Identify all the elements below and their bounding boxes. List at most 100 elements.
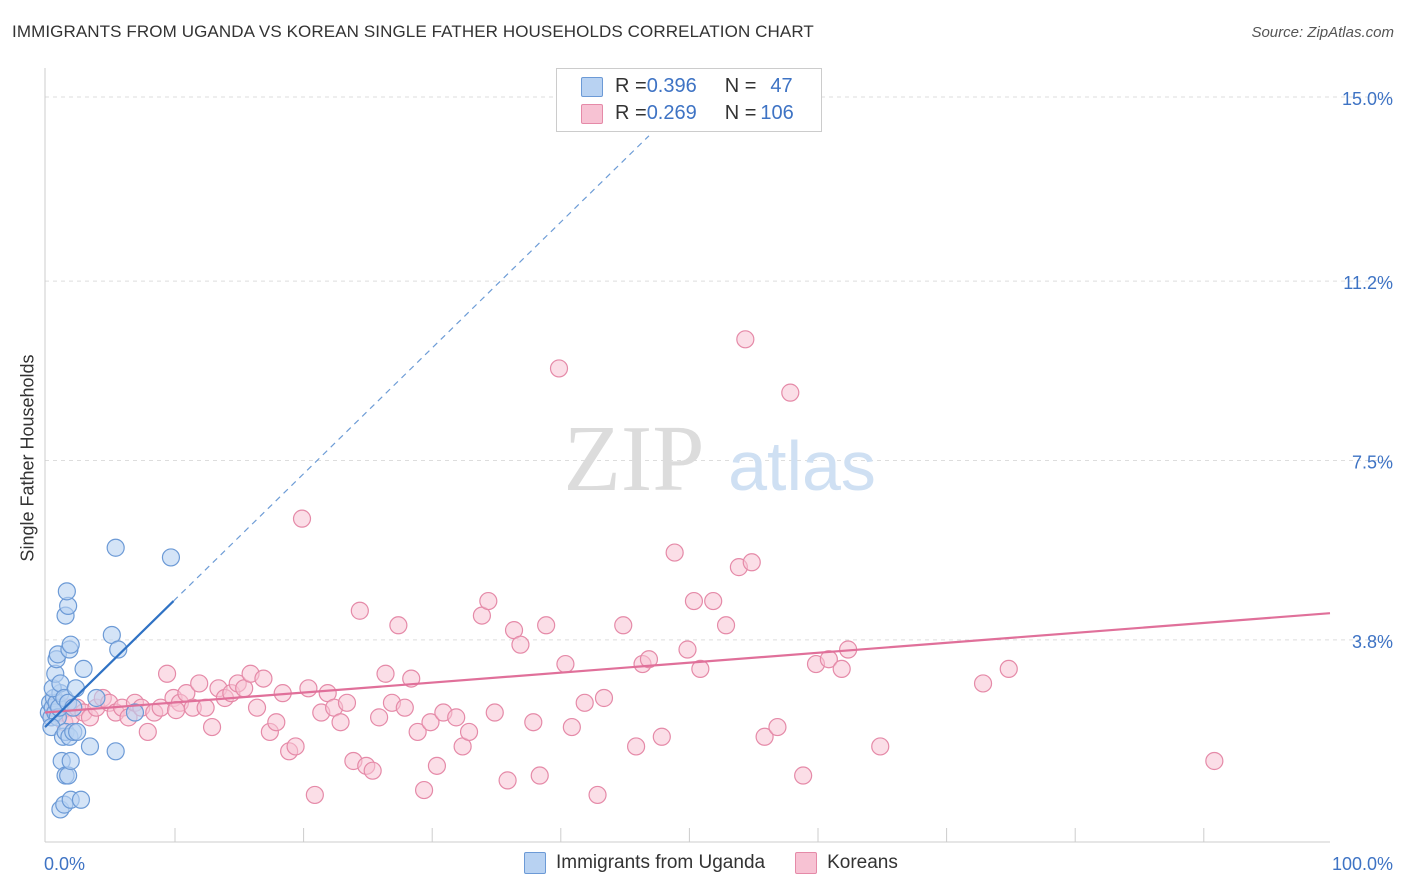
korean-point [819,650,838,669]
legend-n-value: 47 [770,75,793,97]
legend-r-label: R = [615,75,647,97]
korean-point [292,509,312,528]
korean-point [337,693,357,712]
legend-n-label: N = [724,102,757,124]
y-tick-label: 7.5% [1352,453,1393,473]
uganda-point [106,742,125,761]
korean-point [871,737,890,756]
legend-r-value: 0.396 [646,75,697,97]
korean-point [973,674,993,693]
korean-point [562,717,581,737]
korean-point [459,722,479,742]
korean-point [157,664,177,683]
uganda-trend-extension [173,135,650,602]
uganda-point [68,722,87,742]
tick-labels: 3.8% 7.5% 11.2% 15.0% 0.0% 100.0% [44,89,1393,874]
korean-point [389,616,408,635]
legend-r-value: 0.269 [646,102,697,124]
korean-point [832,659,851,679]
x-tick-label-min: 0.0% [44,854,85,874]
korean-point [299,679,318,698]
korean-point [414,780,434,800]
korean-point [1205,751,1224,771]
korean-point [190,674,209,693]
korean-point [530,766,549,785]
uganda-point [106,538,125,557]
korean-point [691,659,710,679]
korean-point [196,698,215,717]
korean-point [395,698,414,717]
watermark-atlas: atlas [728,427,876,505]
korean-point [247,698,267,717]
korean-point [479,591,498,611]
correlation-legend: R = 0.396 N = 47 R = 0.269 N = 106 [556,68,822,132]
korean-point [588,785,607,805]
y-axis-label: Single Father Households [17,354,38,562]
series-legend-uganda[interactable]: Immigrants from Uganda [524,852,765,874]
uganda-point [71,790,91,809]
korean-point [511,635,530,654]
korean-point [498,771,517,790]
legend-swatch-korean [581,103,603,124]
korean-point [421,713,440,732]
korean-point [254,669,273,688]
legend-row-korean: R = 0.269 N = 106 [581,102,794,125]
korean-point [768,717,787,737]
korean-point [376,664,395,683]
uganda-point [125,703,145,722]
watermark: ZIP atlas [564,407,876,511]
legend-swatch-uganda [581,76,603,97]
korean-point [556,654,575,674]
legend-r-label: R = [615,102,647,124]
legend-swatch-korean [795,852,818,874]
korean-point [716,616,736,635]
source-label: Source: ZipAtlas.com [1251,24,1394,41]
uganda-points [39,538,181,819]
korean-points [42,330,1224,805]
korean-point [267,713,286,732]
korean-point [331,713,350,732]
uganda-point [61,635,80,654]
legend-n-label: N = [724,75,757,97]
korean-trend-line [44,612,1331,714]
korean-point [626,737,646,756]
uganda-point [74,659,93,679]
korean-point [524,713,543,732]
x-tick-label-max: 100.0% [1332,854,1393,874]
chart-title: IMMIGRANTS FROM UGANDA VS KOREAN SINGLE … [12,22,814,41]
korean-point [614,616,633,635]
korean-point [999,659,1018,679]
y-tick-label: 3.8% [1352,632,1393,652]
legend-swatch-uganda [524,852,546,874]
korean-point [305,785,324,805]
series-legend: Immigrants from Uganda Koreans [524,852,928,874]
uganda-point [61,751,80,771]
korean-point [755,727,774,746]
korean-point [447,708,466,727]
series-legend-korean[interactable]: Koreans [795,852,898,874]
uganda-point [66,679,85,698]
series-legend-korean-label: Koreans [827,852,898,873]
korean-point [742,553,761,572]
korean-point [652,727,671,746]
korean-point [736,330,755,349]
korean-point [202,717,222,737]
uganda-point [64,698,83,717]
korean-point [485,703,504,722]
series-legend-uganda-label: Immigrants from Uganda [556,852,766,873]
korean-point [639,650,659,669]
korean-point [350,601,369,620]
korean-point [575,693,594,712]
korean-point [594,688,614,708]
korean-point [678,640,697,659]
korean-point [363,761,382,780]
korean-point [794,766,813,785]
korean-point [138,722,157,742]
korean-point [286,737,305,756]
y-tick-label: 15.0% [1342,89,1393,109]
watermark-zip: ZIP [564,407,705,511]
uganda-point [57,582,76,601]
uganda-point [87,688,106,708]
trend-lines [44,135,1331,728]
